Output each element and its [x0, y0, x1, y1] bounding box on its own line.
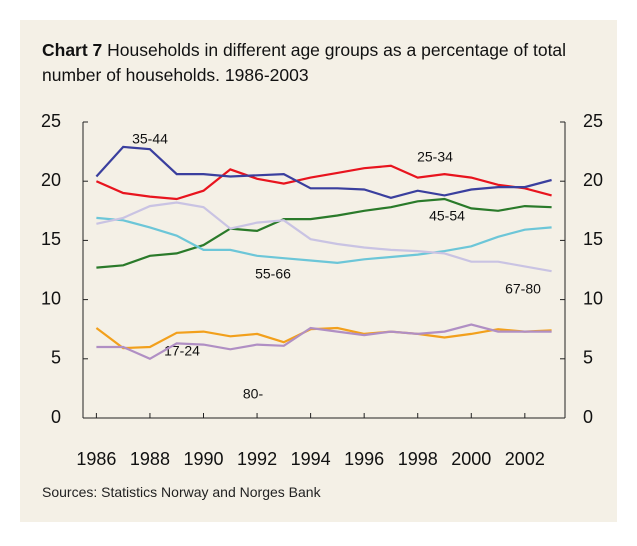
chart-title: Chart 7	[42, 40, 103, 60]
series-line	[96, 201, 552, 273]
x-tick-label: 1998	[398, 449, 438, 469]
series-label: 67-80	[505, 281, 541, 297]
series-line	[96, 323, 552, 361]
y-tick-label: 5	[51, 348, 61, 368]
series-label: 80-	[243, 386, 264, 402]
series-line	[96, 197, 552, 269]
series-line	[96, 216, 552, 265]
series-line	[95, 164, 552, 201]
x-tick-label: 2000	[451, 449, 491, 469]
x-tick-label: 2002	[505, 449, 545, 469]
y2-tick-label: 5	[583, 348, 593, 368]
series-label: 35-44	[132, 131, 168, 147]
y2-tick-label: 0	[583, 407, 593, 427]
x-tick-label: 1990	[183, 449, 223, 469]
x-tick-label: 1996	[344, 449, 384, 469]
y2-tick-label: 15	[583, 229, 603, 249]
y-tick-label: 25	[41, 111, 61, 131]
y-tick-label: 20	[41, 170, 61, 190]
y2-tick-label: 20	[583, 170, 603, 190]
chart-panel	[20, 20, 617, 522]
y2-tick-label: 25	[583, 111, 603, 131]
y-tick-label: 15	[41, 229, 61, 249]
x-tick-label: 1986	[76, 449, 116, 469]
y-tick-label: 10	[41, 288, 61, 308]
y2-tick-label: 10	[583, 288, 603, 308]
x-tick-label: 1988	[130, 449, 170, 469]
series-label: 55-66	[255, 266, 291, 282]
x-tick-label: 1994	[291, 449, 331, 469]
chart-subtitle: Households in different age groups as a …	[42, 40, 567, 85]
x-tick-label: 1992	[237, 449, 277, 469]
chart-source: Sources: Statistics Norway and Norges Ba…	[42, 484, 321, 500]
series-label: 45-54	[429, 208, 465, 224]
y-tick-label: 0	[51, 407, 61, 427]
series-label: 25-34	[417, 149, 453, 165]
series-line	[95, 145, 552, 199]
series-line	[95, 326, 552, 350]
chart-title-block: Chart 7 Households in different age grou…	[42, 38, 602, 88]
